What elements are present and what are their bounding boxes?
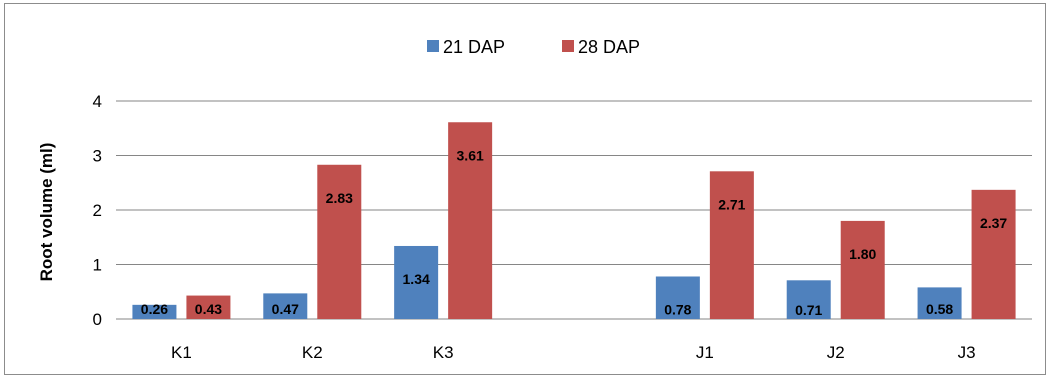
data-label: 1.34 bbox=[403, 271, 430, 287]
data-label: 0.58 bbox=[926, 301, 953, 317]
bar-21-dap-k3 bbox=[394, 245, 439, 319]
y-tick-label: 0 bbox=[93, 310, 102, 329]
data-label: 2.37 bbox=[980, 215, 1007, 231]
data-label: 0.47 bbox=[272, 301, 299, 317]
y-axis-label: Root volume (ml) bbox=[37, 143, 56, 282]
data-label: 0.43 bbox=[195, 301, 222, 317]
bar-28-dap-j2 bbox=[840, 220, 885, 319]
y-tick-label: 1 bbox=[93, 256, 102, 275]
y-tick-label: 2 bbox=[93, 201, 102, 220]
y-tick-label: 4 bbox=[93, 92, 102, 111]
legend-entry: 21 DAP bbox=[443, 37, 505, 57]
x-tick-label: J3 bbox=[958, 343, 976, 362]
data-label: 0.71 bbox=[795, 302, 822, 318]
bar-21-dap-j3 bbox=[917, 287, 962, 319]
data-label: 2.83 bbox=[326, 190, 353, 206]
legend: 21 DAP 28 DAP bbox=[427, 37, 640, 57]
x-tick-label: K1 bbox=[171, 343, 192, 362]
x-tick-label: J1 bbox=[696, 343, 714, 362]
gridlines bbox=[116, 100, 1032, 320]
bar-21-dap-j2 bbox=[786, 280, 831, 319]
data-labels: 0.26 0.43 0.47 2.83 1.34 3.61 0.78 2.71 0.71 1.80… bbox=[141, 147, 1008, 318]
bar-28-dap-j3 bbox=[971, 189, 1016, 319]
legend-swatch bbox=[427, 40, 439, 52]
bar-28-dap-k2 bbox=[317, 164, 362, 319]
x-tick-label: J2 bbox=[827, 343, 845, 362]
x-tick-label: K2 bbox=[302, 343, 323, 362]
bar-21-dap-k1 bbox=[132, 304, 177, 319]
bar-21-dap-k2 bbox=[263, 293, 308, 319]
bar-28-dap-j1 bbox=[709, 171, 754, 319]
legend-swatch bbox=[562, 40, 574, 52]
data-label: 0.78 bbox=[664, 301, 691, 317]
bars bbox=[132, 122, 1016, 319]
x-tick-label: K3 bbox=[433, 343, 454, 362]
data-label: 1.80 bbox=[849, 246, 876, 262]
data-label: 3.61 bbox=[457, 147, 484, 163]
data-label: 0.26 bbox=[141, 301, 168, 317]
bar-28-dap-k3 bbox=[448, 122, 493, 319]
bar-28-dap-k1 bbox=[186, 295, 231, 319]
bar-21-dap-j1 bbox=[655, 276, 700, 319]
x-tick-labels: K1 K2 K3 J1 J2 J3 bbox=[171, 343, 976, 362]
legend-entry: 28 DAP bbox=[578, 37, 640, 57]
y-tick-label: 3 bbox=[93, 147, 102, 166]
y-tick-labels: 0 1 2 3 4 bbox=[93, 92, 102, 329]
data-label: 2.71 bbox=[718, 196, 745, 212]
